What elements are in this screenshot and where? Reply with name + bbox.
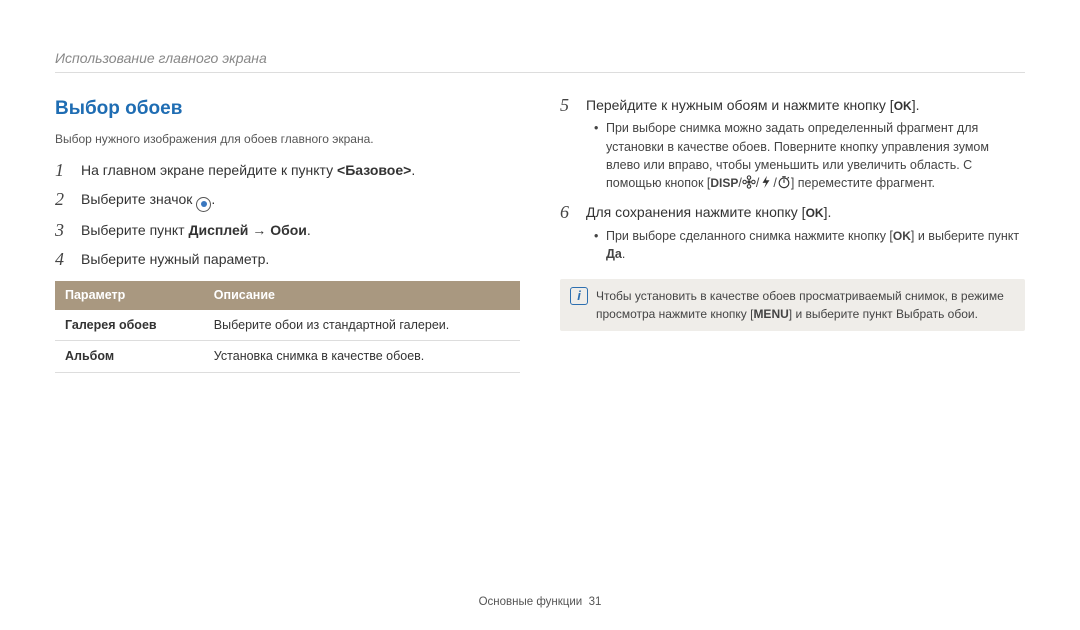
ok-key: OK [806, 205, 824, 222]
flash-icon [759, 175, 773, 189]
step-number: 3 [55, 220, 81, 242]
disp-key: DISP [710, 175, 738, 192]
footer-page: 31 [589, 596, 602, 608]
step: 2Выберите значок . [55, 189, 520, 212]
step-bullets: При выборе снимка можно задать определен… [586, 119, 1025, 192]
bullet: При выборе снимка можно задать определен… [598, 119, 1025, 192]
step-number: 2 [55, 189, 81, 211]
step-number: 1 [55, 160, 81, 182]
section-title: Выбор обоев [55, 95, 520, 124]
step: 4Выберите нужный параметр. [55, 249, 520, 271]
step: 1На главном экране перейдите к пункту <Б… [55, 160, 520, 182]
breadcrumb: Использование главного экрана [55, 50, 1025, 66]
step-body: Выберите значок . [81, 189, 520, 212]
table-cell: Выберите обои из стандартной галереи. [204, 310, 520, 341]
step-number: 6 [560, 202, 586, 224]
step-body: Для сохранения нажмите кнопку [OK].При в… [586, 202, 1025, 265]
step-number: 5 [560, 95, 586, 117]
timer-icon [777, 175, 791, 189]
ok-key: OK [894, 98, 912, 115]
ok-key: OK [893, 228, 911, 245]
section-subtitle: Выбор нужного изображения для обоев глав… [55, 130, 520, 148]
left-column: Выбор обоев Выбор нужного изображения дл… [55, 95, 520, 373]
step: 3Выберите пункт Дисплей → Обои. [55, 220, 520, 242]
bullet: При выборе сделанного снимка нажмите кно… [598, 227, 1025, 264]
tip-box: i Чтобы установить в качестве обоев прос… [560, 279, 1025, 331]
macro-icon [742, 175, 756, 189]
step-bullets: При выборе сделанного снимка нажмите кно… [586, 227, 1025, 264]
step-body: Выберите нужный параметр. [81, 249, 520, 269]
tip-text: Чтобы установить в качестве обоев просма… [596, 287, 1015, 323]
table-row: Галерея обоевВыберите обои из стандартно… [55, 310, 520, 341]
step: 5Перейдите к нужным обоям и нажмите кноп… [560, 95, 1025, 194]
step-body: Перейдите к нужным обоям и нажмите кнопк… [586, 95, 1025, 194]
table-cell: Галерея обоев [55, 310, 204, 341]
step: 6Для сохранения нажмите кнопку [OK].При … [560, 202, 1025, 265]
step-number: 4 [55, 249, 81, 271]
menu-key: MENU [753, 305, 788, 323]
page-footer: Основные функции 31 [0, 596, 1080, 608]
target-icon [196, 197, 211, 212]
table-header: Описание [204, 281, 520, 310]
table-row: АльбомУстановка снимка в качестве обоев. [55, 341, 520, 373]
table-cell: Альбом [55, 341, 204, 373]
table-cell: Установка снимка в качестве обоев. [204, 341, 520, 373]
left-steps: 1На главном экране перейдите к пункту <Б… [55, 160, 520, 271]
right-steps: 5Перейдите к нужным обоям и нажмите кноп… [560, 95, 1025, 265]
footer-label: Основные функции [479, 596, 583, 608]
right-column: 5Перейдите к нужным обоям и нажмите кноп… [560, 95, 1025, 373]
step-body: На главном экране перейдите к пункту <Ба… [81, 160, 520, 180]
table-header: Параметр [55, 281, 204, 310]
options-table: ПараметрОписание Галерея обоевВыберите о… [55, 281, 520, 373]
divider [55, 72, 1025, 73]
step-body: Выберите пункт Дисплей → Обои. [81, 220, 520, 240]
info-icon: i [570, 287, 588, 305]
